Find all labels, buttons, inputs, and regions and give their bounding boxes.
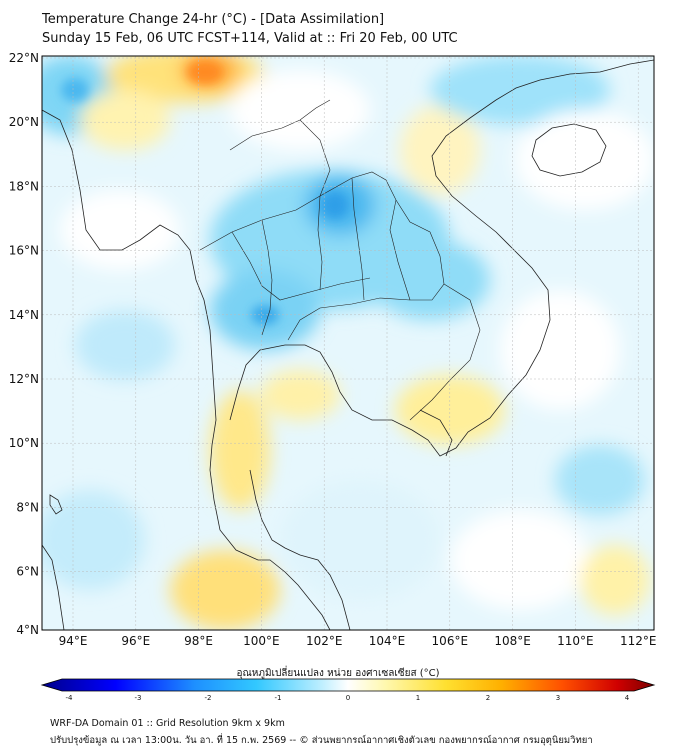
coastlines — [42, 59, 654, 630]
footer-update-info: ปรับปรุงข้อมูล ณ เวลา 13:00น. วัน อา. ที… — [50, 735, 593, 746]
lat-tick-label: 8°N — [16, 500, 39, 514]
lon-tick-label: 112°E — [620, 634, 657, 648]
temperature-map: 94°E 96°E 98°E 100°E 102°E 104°E 106°E 1… — [9, 51, 657, 648]
lon-tick-label: 108°E — [494, 634, 531, 648]
lat-tick-label: 10°N — [9, 436, 39, 450]
lat-tick-label: 12°N — [9, 372, 39, 386]
lat-tick-label: 4°N — [16, 623, 39, 637]
colorbar-label: อุณหภูมิเปลี่ยนแปลง หน่วย องศาเซลเซียส (… — [236, 668, 440, 679]
lat-tick-label: 18°N — [9, 179, 39, 193]
map-subtitle: Sunday 15 Feb, 06 UTC FCST+114, Valid at… — [42, 31, 458, 46]
lat-tick-label: 16°N — [9, 244, 39, 258]
lat-tick-label: 20°N — [9, 115, 39, 129]
colorbar-tick: 1 — [416, 694, 420, 702]
colorbar-tick: -2 — [205, 694, 212, 702]
colorbar-tick: 0 — [346, 694, 350, 702]
colorbar-tick: 3 — [556, 694, 560, 702]
lon-tick-label: 96°E — [121, 634, 150, 648]
province-borders — [199, 99, 481, 421]
temperature-field — [42, 56, 654, 630]
lon-tick-label: 104°E — [369, 634, 406, 648]
lon-tick-label: 106°E — [432, 634, 469, 648]
graticule — [42, 56, 654, 630]
lon-tick-label: 110°E — [557, 634, 594, 648]
map-frame — [41, 55, 655, 631]
lat-tick-label: 14°N — [9, 308, 39, 322]
lon-tick-label: 98°E — [184, 634, 213, 648]
lat-tick-label: 6°N — [16, 565, 39, 579]
colorbar-tick: -3 — [135, 694, 142, 702]
colorbar-tick: -4 — [66, 694, 74, 702]
footer-domain-info: WRF-DA Domain 01 :: Grid Resolution 9km … — [50, 718, 285, 729]
lon-tick-label: 94°E — [59, 634, 88, 648]
lon-tick-label: 102°E — [306, 634, 343, 648]
colorbar-tick: 2 — [486, 694, 490, 702]
colorbar-bar — [40, 678, 656, 692]
colorbar: -4 -3 -2 -1 0 1 2 3 4 — [40, 678, 656, 702]
colorbar-tick: -1 — [275, 694, 282, 702]
colorbar-tick: 4 — [625, 694, 630, 702]
map-title: Temperature Change 24-hr (°C) - [Data As… — [42, 12, 385, 27]
lon-tick-label: 100°E — [243, 634, 280, 648]
lat-tick-label: 22°N — [9, 51, 39, 65]
